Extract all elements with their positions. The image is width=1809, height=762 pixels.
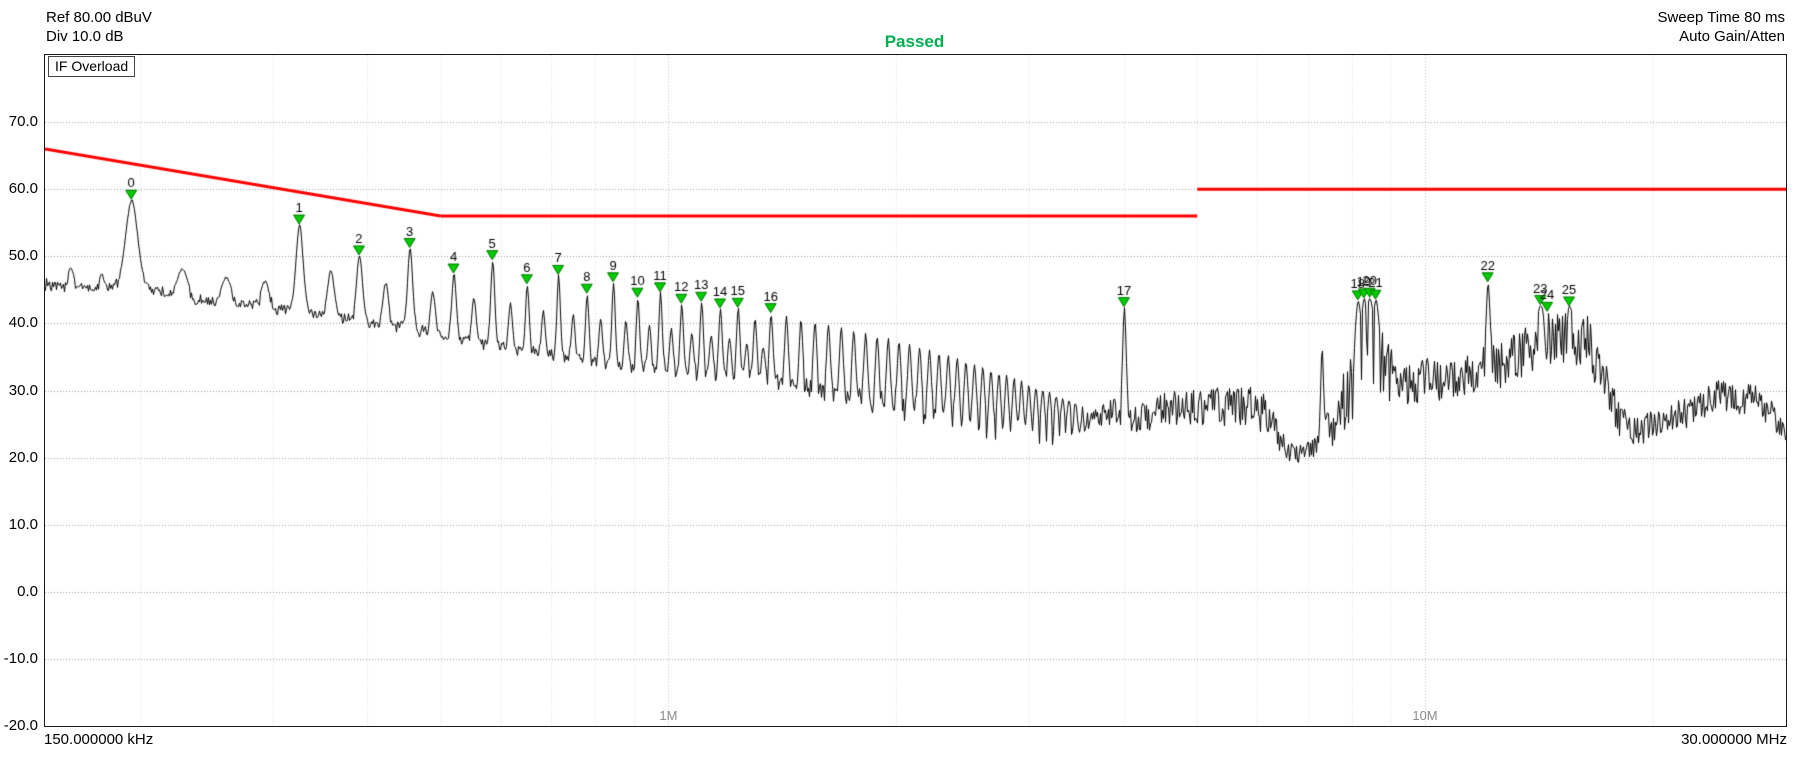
y-axis-tick-label: 50.0 [8, 247, 38, 265]
sweep-time-label: Sweep Time 80 ms [1657, 9, 1785, 26]
y-axis-tick-label: 60.0 [8, 180, 38, 198]
gain-atten-label: Auto Gain/Atten [1679, 28, 1785, 45]
x-axis-end-label: 30.000000 MHz [1681, 731, 1787, 748]
div-scale-label: Div 10.0 dB [46, 28, 124, 45]
header-right: Sweep Time 80 ms Auto Gain/Atten [44, 8, 1785, 46]
test-status: Passed [884, 32, 945, 51]
y-axis-tick-label: 70.0 [8, 113, 38, 131]
header-left: Ref 80.00 dBuV Div 10.0 dB [46, 8, 152, 46]
if-overload-indicator: IF Overload [48, 56, 136, 77]
y-axis-tick-label: 10.0 [8, 515, 38, 533]
x-decade-label: 10M [1412, 708, 1438, 723]
y-axis-tick-label: 0.0 [17, 582, 38, 600]
y-axis-tick-label: 20.0 [8, 448, 38, 466]
x-decade-label: 1M [659, 708, 678, 723]
y-axis-tick-label: -10.0 [3, 649, 38, 667]
y-axis-tick-label: -20.0 [3, 717, 38, 734]
spectrum-canvas[interactable] [45, 55, 1786, 726]
x-axis-start-label: 150.000000 kHz [44, 731, 154, 748]
ref-level-label: Ref 80.00 dBuV [46, 9, 152, 26]
y-axis-tick-label: 40.0 [8, 314, 38, 332]
spectrum-plot: IF Overload 1M 10M [44, 54, 1787, 727]
y-axis-tick-label: 30.0 [8, 381, 38, 399]
